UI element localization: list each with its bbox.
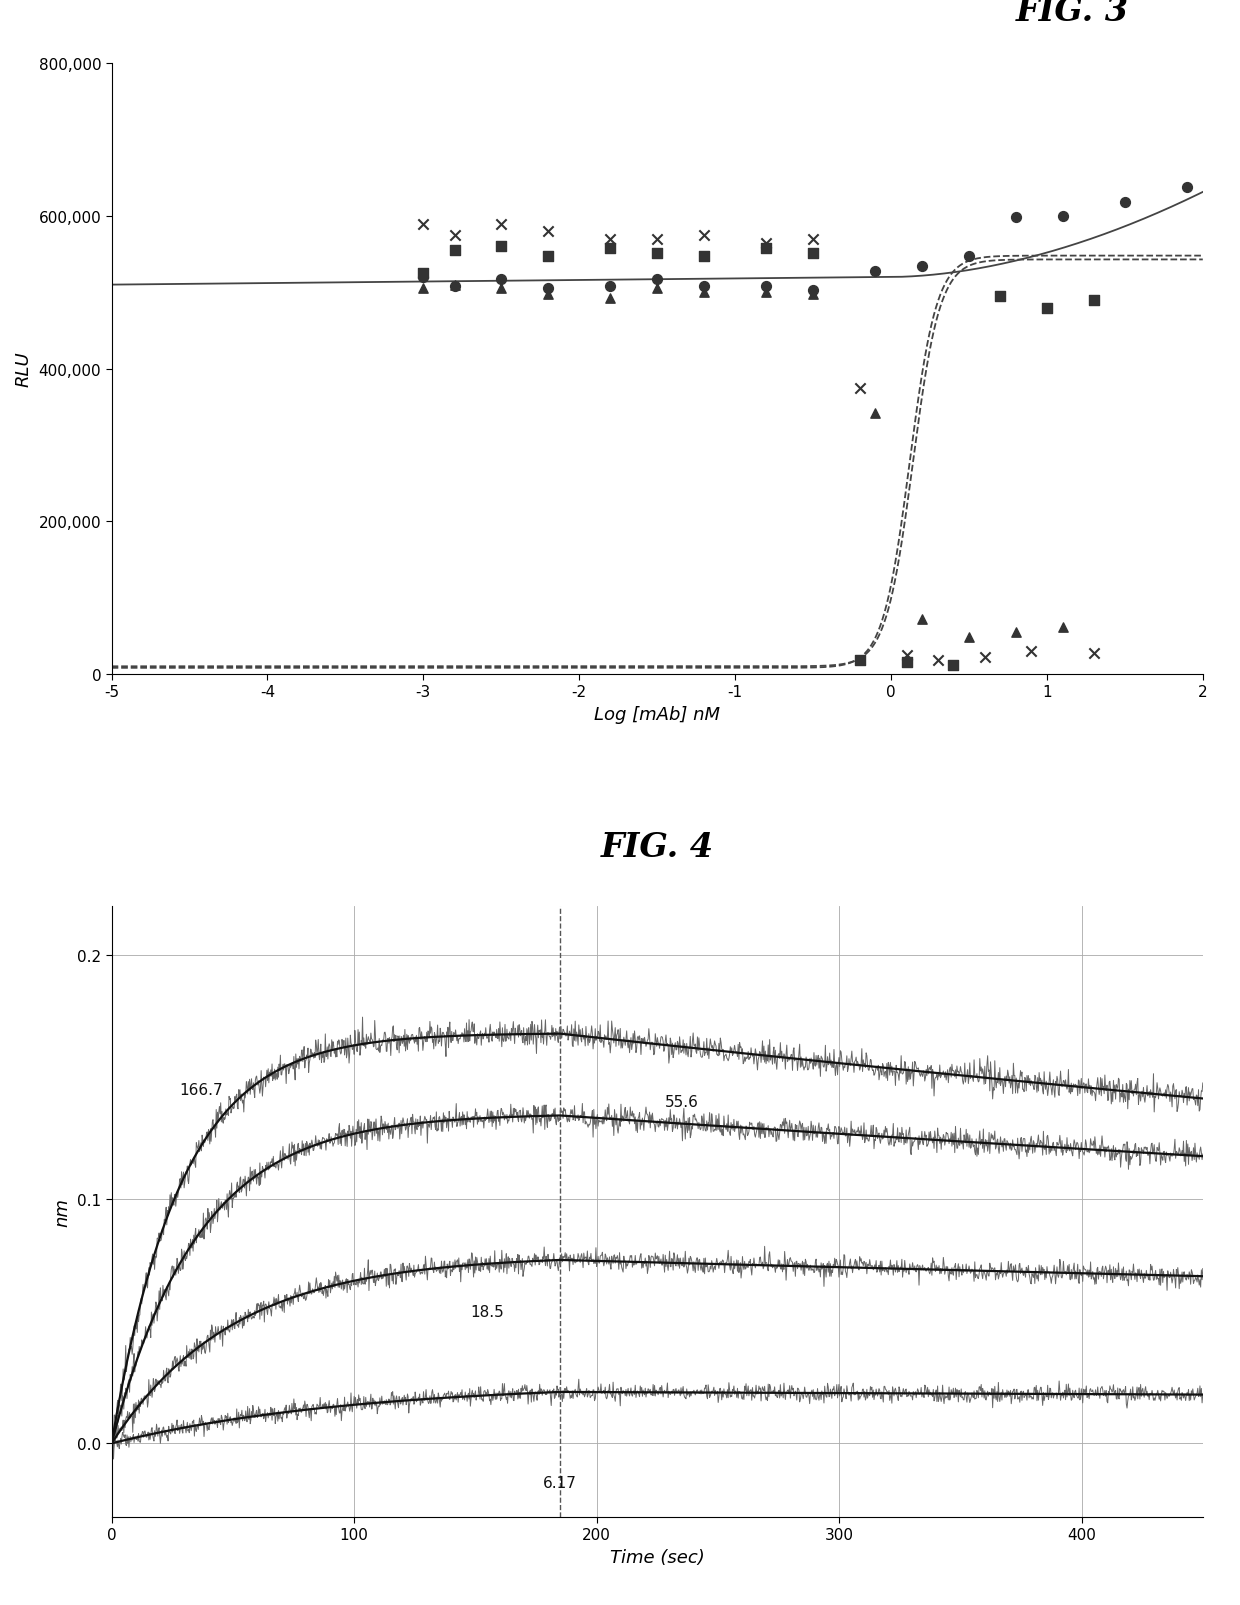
Y-axis label: nm: nm xyxy=(53,1197,72,1226)
X-axis label: Log [mAb] nM: Log [mAb] nM xyxy=(594,706,720,724)
Text: FIG. 4: FIG. 4 xyxy=(600,831,714,863)
Point xyxy=(756,231,776,257)
Y-axis label: RLU: RLU xyxy=(15,351,33,387)
Point xyxy=(647,226,667,252)
Point xyxy=(445,223,465,249)
Point xyxy=(491,276,511,302)
Point xyxy=(1006,205,1025,231)
Point xyxy=(849,648,869,674)
Point xyxy=(538,282,558,308)
Point xyxy=(491,212,511,238)
Point xyxy=(1022,639,1042,664)
Point xyxy=(897,642,916,668)
Legend: 13-F7A, 4C7, 8D5, Human IgG: 13-F7A, 4C7, 8D5, Human IgG xyxy=(1234,289,1240,451)
Point xyxy=(694,244,714,270)
Point xyxy=(913,607,932,632)
Point xyxy=(804,278,823,303)
Point xyxy=(445,274,465,300)
Point xyxy=(445,273,465,299)
Point xyxy=(413,265,433,291)
Point xyxy=(694,281,714,307)
Point xyxy=(600,236,620,262)
Point xyxy=(538,244,558,270)
Point xyxy=(928,648,947,674)
Point xyxy=(413,262,433,287)
Point xyxy=(866,401,885,427)
Point xyxy=(538,220,558,246)
Point xyxy=(413,212,433,238)
Text: 18.5: 18.5 xyxy=(470,1305,505,1319)
Point xyxy=(1115,191,1135,217)
Point xyxy=(1177,175,1197,201)
Point xyxy=(413,276,433,302)
Point xyxy=(538,276,558,302)
Point xyxy=(897,650,916,676)
Point xyxy=(756,236,776,262)
Point xyxy=(756,274,776,300)
Point xyxy=(647,241,667,266)
Point xyxy=(647,276,667,302)
Point xyxy=(991,284,1011,310)
Point xyxy=(491,234,511,260)
Point xyxy=(600,286,620,311)
Point xyxy=(694,223,714,249)
Point xyxy=(1053,615,1073,640)
Point xyxy=(1084,287,1104,313)
Point xyxy=(756,281,776,307)
Point xyxy=(600,226,620,252)
Text: 166.7: 166.7 xyxy=(180,1082,223,1098)
Point xyxy=(694,274,714,300)
Point xyxy=(1037,295,1056,321)
X-axis label: Time (sec): Time (sec) xyxy=(610,1547,704,1565)
Text: 6.17: 6.17 xyxy=(543,1475,577,1491)
Point xyxy=(849,376,869,401)
Point xyxy=(445,238,465,263)
Point xyxy=(804,282,823,308)
Point xyxy=(913,254,932,279)
Point xyxy=(1053,204,1073,230)
Point xyxy=(600,274,620,300)
Point xyxy=(1006,620,1025,645)
Point xyxy=(491,266,511,292)
Text: 55.6: 55.6 xyxy=(665,1095,698,1109)
Point xyxy=(959,244,978,270)
Point xyxy=(959,624,978,650)
Point xyxy=(647,266,667,292)
Point xyxy=(975,645,994,671)
Text: FIG. 3: FIG. 3 xyxy=(1016,0,1128,27)
Point xyxy=(944,653,963,679)
Point xyxy=(866,258,885,284)
Point xyxy=(804,241,823,266)
Point xyxy=(804,226,823,252)
Point xyxy=(1084,640,1104,666)
